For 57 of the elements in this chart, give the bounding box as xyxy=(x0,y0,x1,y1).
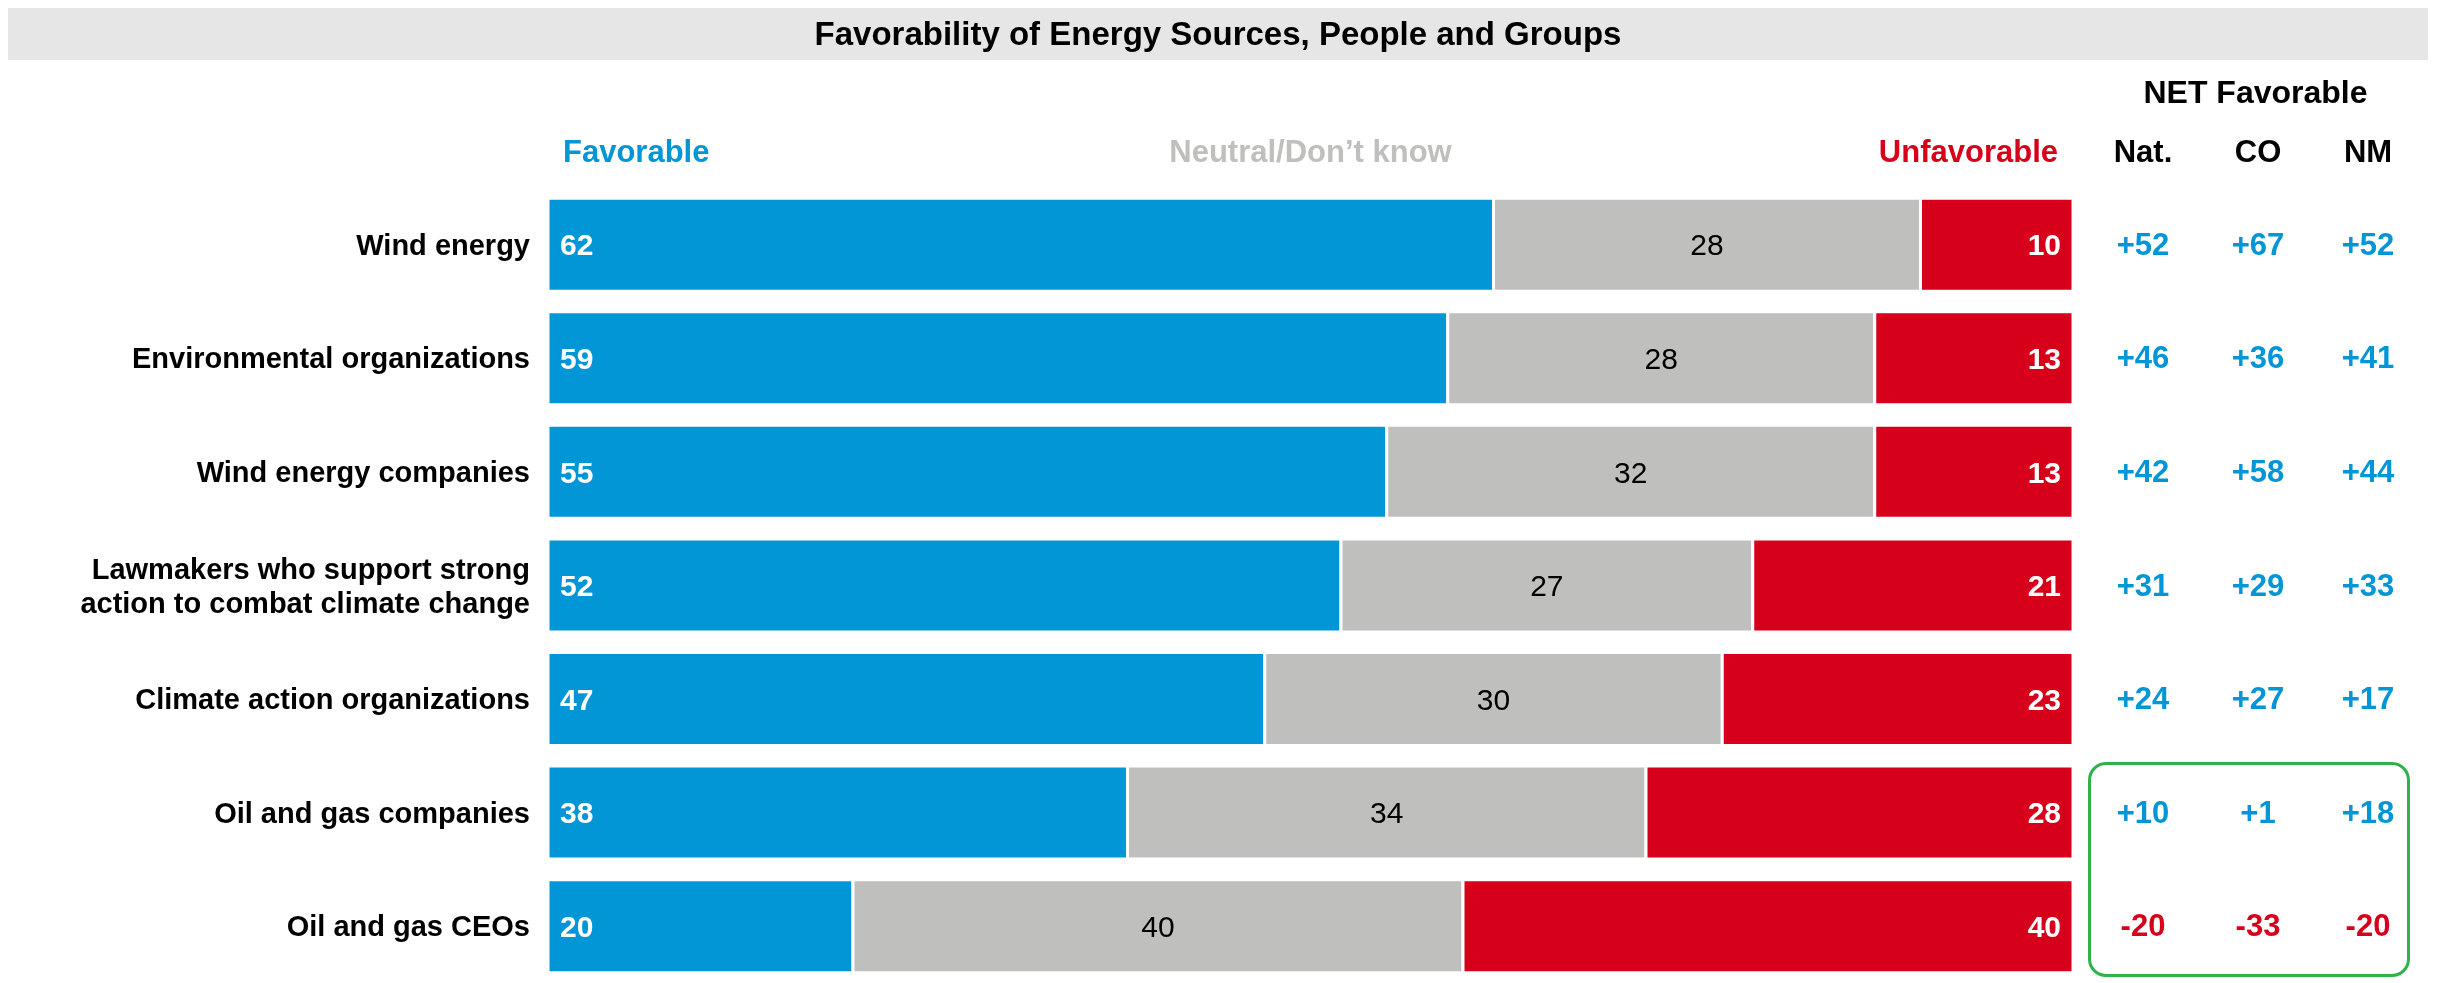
text: +10 xyxy=(2115,793,2171,832)
y-tick-label: Oil and gas CEOs xyxy=(286,910,530,943)
data-label: 55 xyxy=(560,455,594,489)
data-label: 40 xyxy=(2027,909,2061,943)
text: -20 xyxy=(2344,907,2392,946)
data-label: 30 xyxy=(1476,682,1511,716)
data-label: 28 xyxy=(1644,341,1678,375)
data-label: 47 xyxy=(560,682,594,716)
data-label: 28 xyxy=(1690,228,1724,262)
y-tick-label: Climate action organizations xyxy=(135,683,530,716)
data-label: 23 xyxy=(2027,682,2061,716)
text: -33 xyxy=(2234,907,2282,946)
data-label: 28 xyxy=(2027,796,2061,830)
text: +1 xyxy=(2239,793,2277,832)
data-label: 40 xyxy=(1141,909,1175,943)
text: NET Favorable xyxy=(2142,74,2369,111)
text: +67 xyxy=(2230,225,2286,264)
text: +18 xyxy=(2340,793,2396,832)
data-label: 52 xyxy=(560,569,594,603)
series-label: Favorable xyxy=(563,134,711,170)
text: +36 xyxy=(2230,339,2286,378)
data-label: 10 xyxy=(2027,228,2061,262)
text: Nat. xyxy=(2112,134,2174,170)
data-label: 38 xyxy=(560,796,594,830)
text: +17 xyxy=(2340,680,2396,719)
text: -20 xyxy=(2119,907,2167,946)
data-label: 13 xyxy=(2027,455,2061,489)
y-tick-label: Wind energy xyxy=(356,228,530,261)
y-tick-label: Lawmakers who support strong action to combat climate change xyxy=(80,552,530,619)
data-label: 20 xyxy=(560,909,594,943)
text: +27 xyxy=(2230,680,2286,719)
text: +41 xyxy=(2340,339,2396,378)
data-label: 27 xyxy=(1530,569,1564,603)
text: +29 xyxy=(2230,566,2286,605)
text: +24 xyxy=(2115,680,2171,719)
text: NM xyxy=(2342,134,2394,170)
y-tick-label: Wind energy companies xyxy=(196,455,530,488)
text: +46 xyxy=(2115,339,2171,378)
chart-title: Favorability of Energy Sources, People and Groups xyxy=(8,8,2428,60)
text: +31 xyxy=(2115,566,2171,605)
y-tick-label: Oil and gas companies xyxy=(214,796,530,829)
series-label: Unfavorable xyxy=(1877,134,2058,170)
text: CO xyxy=(2233,134,2283,170)
text: +52 xyxy=(2340,225,2396,264)
data-label: 59 xyxy=(560,341,594,375)
text: +58 xyxy=(2230,452,2286,491)
text: +52 xyxy=(2115,225,2171,264)
text: +33 xyxy=(2340,566,2396,605)
y-tick-label: Environmental organizations xyxy=(132,342,530,375)
data-label: 21 xyxy=(2027,569,2061,603)
data-label: 32 xyxy=(1614,455,1648,489)
series-label: Neutral/Don’t know xyxy=(1169,134,1452,169)
data-label: 62 xyxy=(560,228,594,262)
text: +44 xyxy=(2340,452,2396,491)
text: +42 xyxy=(2115,452,2171,491)
data-label: 34 xyxy=(1370,796,1404,830)
data-label: 13 xyxy=(2027,341,2061,375)
